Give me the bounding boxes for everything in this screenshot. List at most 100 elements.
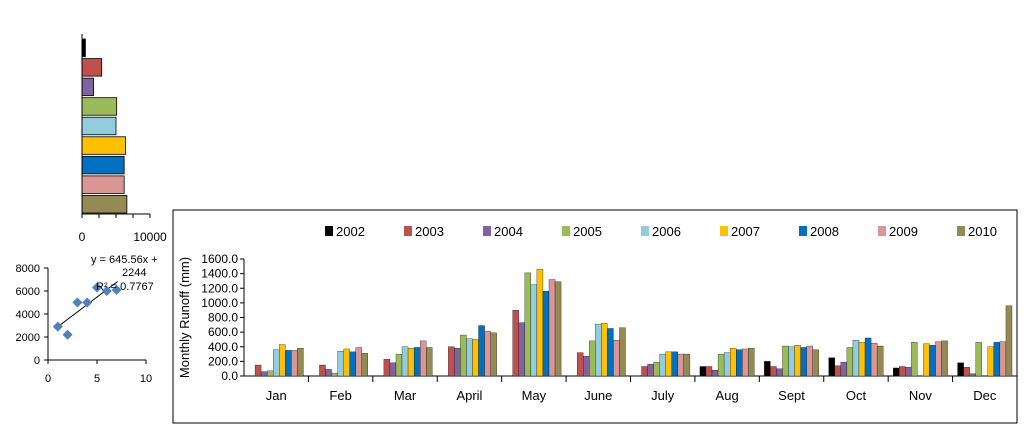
runoff-bar-2010-July xyxy=(683,353,691,377)
scatter-y-tick-label: 6000 xyxy=(16,286,40,298)
legend-swatch-2009 xyxy=(878,226,886,236)
runoff-bar-2010-May xyxy=(554,281,562,377)
runoff-bar-2010-Sept xyxy=(812,349,819,377)
runoff-y-tick-label: 600.0 xyxy=(208,325,238,339)
scatter-x-tick-label: 10 xyxy=(140,373,152,385)
runoff-bar-2002-Oct xyxy=(828,357,835,377)
runoff-y-tick-label: 400.0 xyxy=(208,340,238,354)
runoff-bar-2003-Mar xyxy=(383,359,391,377)
runoff-x-tick-label: June xyxy=(584,388,612,403)
runoff-bar-2005-Aug xyxy=(717,353,725,377)
scatter-point xyxy=(72,297,83,308)
runoff-bar-2005-Jan xyxy=(266,370,274,377)
hbar-2003 xyxy=(81,58,103,77)
legend-label-2006: 2006 xyxy=(652,224,681,239)
runoff-bar-2003-Oct xyxy=(834,365,841,377)
runoff-x-tick-label: Feb xyxy=(329,388,351,403)
monthly-runoff-chart: 2002 2003 2004 2005 2006 2007 2008 2009 20100.02… xyxy=(172,209,1018,424)
runoff-bar-2003-Feb xyxy=(319,364,326,377)
runoff-bar-2004-Dec xyxy=(969,373,976,377)
runoff-bar-2003-June xyxy=(576,352,584,377)
runoff-bar-2009-April xyxy=(484,331,491,377)
scatter-point xyxy=(52,321,63,332)
hbar-2008 xyxy=(81,155,125,175)
runoff-bar-2005-May xyxy=(524,272,532,377)
legend-label-2003: 2003 xyxy=(415,224,444,239)
runoff-bar-2004-July xyxy=(647,364,654,377)
runoff-x-tick-label: May xyxy=(522,388,547,403)
runoff-bar-2003-Nov xyxy=(899,366,906,377)
runoff-bar-2007-July xyxy=(665,351,672,377)
runoff-bar-2007-Jan xyxy=(279,344,286,377)
runoff-bar-2005-April xyxy=(460,334,467,377)
hbar-x-tick-label: 10000 xyxy=(133,230,167,244)
runoff-bar-2010-Nov xyxy=(941,340,948,377)
runoff-bar-2004-Sept xyxy=(776,368,783,377)
runoff-bar-2007-May xyxy=(536,269,544,377)
runoff-bar-2008-Jan xyxy=(285,350,292,377)
runoff-bar-2005-Oct xyxy=(846,347,854,377)
legend-label-2010: 2010 xyxy=(968,224,997,239)
legend-label-2002: 2002 xyxy=(336,224,365,239)
runoff-y-axis-title: Monthly Runoff (mm) xyxy=(177,257,192,378)
runoff-bar-2006-Feb xyxy=(337,350,344,377)
legend-label-2008: 2008 xyxy=(810,224,839,239)
runoff-bar-2008-June xyxy=(607,328,614,377)
legend-label-2009: 2009 xyxy=(889,224,918,239)
runoff-bar-2003-July xyxy=(641,366,648,377)
runoff-bar-2010-Dec xyxy=(1005,305,1013,377)
runoff-bar-2009-Oct xyxy=(870,342,878,377)
runoff-bar-2010-Aug xyxy=(748,348,755,377)
hbar-2006 xyxy=(81,116,117,136)
runoff-bar-2006-June xyxy=(595,323,602,377)
runoff-bar-2007-Nov xyxy=(923,343,930,377)
runoff-bar-2003-Sept xyxy=(770,366,777,377)
hbar-2004 xyxy=(81,77,94,97)
runoff-y-tick-label: 1400.0 xyxy=(201,267,238,281)
runoff-bar-2009-Nov xyxy=(935,341,942,377)
scatter-y-tick-label: 2000 xyxy=(16,332,40,344)
runoff-x-tick-label: July xyxy=(651,388,675,403)
runoff-bar-2007-Sept xyxy=(794,345,801,377)
legend-swatch-2006 xyxy=(641,226,649,236)
runoff-bar-2003-April xyxy=(448,346,455,377)
runoff-x-tick-label: Oct xyxy=(846,388,867,403)
runoff-bar-2006-April xyxy=(466,338,473,377)
runoff-bar-2005-Dec xyxy=(975,342,982,377)
runoff-bar-2005-June xyxy=(589,340,596,377)
runoff-bar-2003-May xyxy=(512,310,519,377)
runoff-bar-2008-July xyxy=(671,351,678,377)
runoff-x-tick-label: Jan xyxy=(266,388,287,403)
runoff-bar-2005-July xyxy=(653,361,660,377)
runoff-y-tick-label: 0.0 xyxy=(221,369,238,383)
scatter-y-tick-label: 8000 xyxy=(16,263,40,275)
runoff-bar-2009-June xyxy=(613,340,620,377)
runoff-bar-2009-Jan xyxy=(291,350,298,377)
runoff-x-tick-label: Dec xyxy=(973,388,997,403)
runoff-bar-2009-Sept xyxy=(806,345,813,377)
runoff-x-tick-label: Sept xyxy=(778,388,805,403)
runoff-bar-2006-July xyxy=(659,353,666,377)
scatter-y-tick-label: 4000 xyxy=(16,309,40,321)
runoff-bar-2003-Jan xyxy=(254,364,262,377)
scatter-point xyxy=(92,282,102,293)
trendline-r-squared: R² = 0.7767 xyxy=(96,281,154,293)
scatter-y-tick-label: 0 xyxy=(34,355,40,367)
runoff-bar-2005-Mar xyxy=(395,353,403,377)
runoff-bar-2009-Dec xyxy=(999,341,1007,377)
hbar-2010 xyxy=(81,195,128,214)
runoff-bar-2010-Feb xyxy=(361,353,368,377)
runoff-bar-2004-Jan xyxy=(260,371,268,377)
runoff-bar-2006-Mar xyxy=(401,346,409,377)
runoff-bar-2004-Nov xyxy=(905,367,912,377)
runoff-bar-2008-May xyxy=(542,291,550,377)
scatter-x-tick-label: 0 xyxy=(45,373,51,385)
runoff-y-tick-label: 1200.0 xyxy=(201,281,238,295)
runoff-bar-2007-Mar xyxy=(407,348,415,377)
runoff-bar-2003-Aug xyxy=(705,366,713,377)
runoff-bar-2002-Dec xyxy=(957,362,964,377)
runoff-bar-2002-Sept xyxy=(764,361,771,377)
runoff-bar-2006-Sept xyxy=(788,346,795,377)
runoff-bar-2004-Aug xyxy=(711,369,719,377)
runoff-bar-2005-Nov xyxy=(911,342,918,377)
